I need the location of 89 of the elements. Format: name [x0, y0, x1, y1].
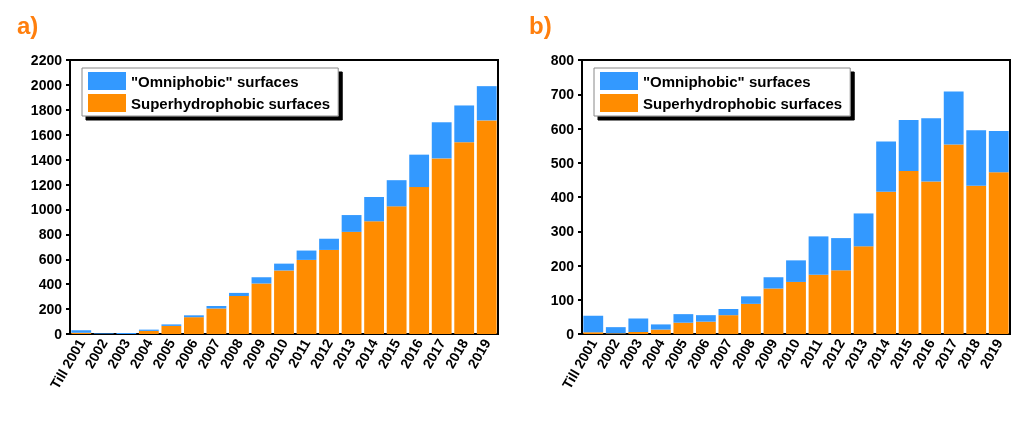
y-tick-label: 200 [550, 257, 575, 274]
y-tick-label: 1400 [30, 151, 63, 168]
bar [763, 277, 784, 289]
y-tick-label: 200 [38, 301, 63, 318]
bar [386, 180, 407, 207]
bar [695, 315, 716, 322]
legend-label: Superhydrophobic surfaces [643, 94, 843, 112]
legend-label: "Omniphobic" surfaces [131, 72, 299, 90]
bar [831, 270, 851, 334]
y-tick-label: 400 [38, 276, 63, 293]
y-tick-label: 800 [550, 52, 575, 68]
bar [741, 296, 761, 304]
bar [808, 236, 829, 275]
y-tick-label: 1600 [30, 126, 63, 143]
bar [454, 105, 475, 143]
bar [988, 130, 1009, 173]
bar [206, 308, 227, 334]
bar [476, 120, 497, 334]
bar [628, 331, 649, 334]
y-tick-label: 0 [566, 326, 575, 342]
bar [876, 141, 897, 192]
bar [673, 314, 694, 323]
y-tick-label: 400 [550, 189, 575, 205]
y-tick-label: 0 [54, 326, 63, 342]
bar [898, 170, 919, 334]
bar [943, 91, 964, 145]
bar [274, 270, 294, 334]
bar [808, 274, 829, 334]
y-tick-label: 700 [550, 86, 575, 103]
bar [229, 292, 249, 297]
bar [763, 288, 784, 334]
bar [921, 181, 942, 334]
bar [583, 315, 604, 333]
bar [161, 325, 182, 334]
y-tick-label: 600 [550, 120, 575, 137]
bar [251, 277, 272, 284]
bar [296, 250, 317, 260]
bar [431, 158, 452, 334]
bar [921, 118, 942, 182]
y-tick-label: 800 [38, 226, 63, 243]
bar [853, 246, 874, 334]
bar [409, 154, 430, 188]
bar [296, 259, 317, 334]
bar [898, 119, 919, 171]
bar [251, 283, 272, 334]
bar [431, 122, 452, 159]
y-tick-label: 1800 [30, 101, 63, 118]
bar [183, 317, 204, 334]
bar [718, 309, 739, 316]
chart-title: b) [529, 11, 552, 39]
bar [319, 249, 339, 334]
bar [673, 322, 694, 334]
bar [695, 321, 716, 334]
bar [741, 303, 761, 334]
bar [831, 238, 851, 271]
bar [786, 281, 806, 334]
bar [364, 221, 385, 334]
y-tick-label: 100 [550, 291, 575, 308]
bar [229, 296, 249, 334]
bar [853, 213, 874, 247]
legend-label: "Omniphobic" surfaces [643, 72, 811, 90]
bar [628, 318, 649, 332]
bar [409, 187, 430, 334]
bar [966, 185, 987, 334]
bar [988, 172, 1009, 334]
y-tick-label: 2000 [30, 76, 63, 93]
bar [943, 144, 964, 334]
legend-label: Superhydrophobic surfaces [131, 94, 331, 112]
bar [966, 130, 987, 186]
bar [454, 142, 475, 334]
bar [650, 324, 671, 330]
bar [341, 231, 362, 334]
bar [386, 206, 407, 334]
bar [364, 197, 385, 222]
y-tick-label: 1000 [30, 201, 63, 218]
bar [876, 191, 897, 334]
y-tick-label: 600 [38, 251, 63, 268]
chart-title: a) [17, 11, 39, 39]
y-tick-label: 300 [550, 223, 575, 240]
bar [476, 86, 497, 121]
bar [319, 238, 339, 250]
y-tick-label: 2200 [30, 52, 63, 68]
bar [650, 329, 671, 334]
bar [718, 315, 739, 334]
y-tick-label: 500 [550, 154, 575, 171]
y-tick-label: 1200 [30, 176, 63, 193]
bar [605, 327, 626, 334]
bar [786, 260, 806, 282]
bar [341, 215, 362, 232]
